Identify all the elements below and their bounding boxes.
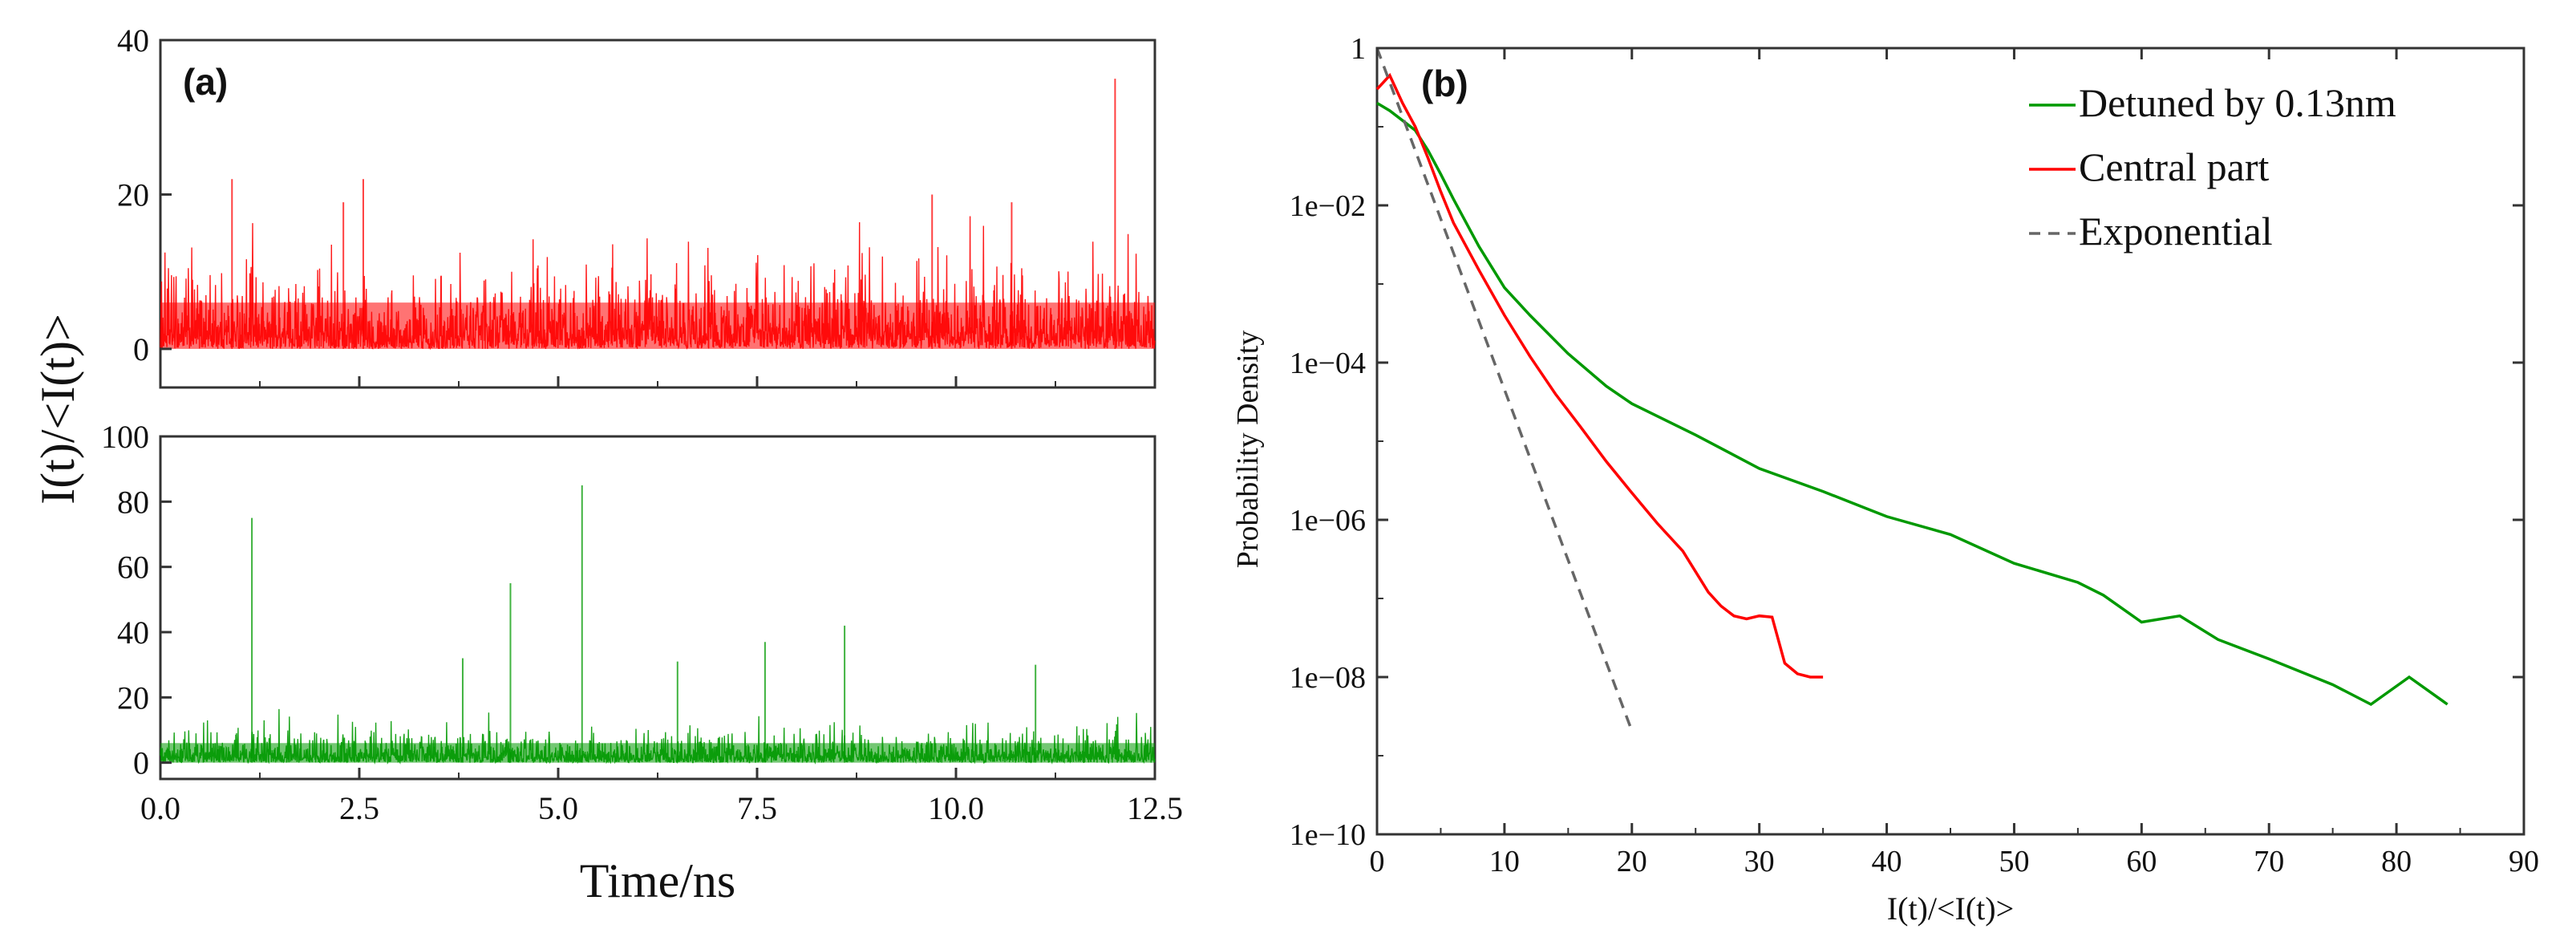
b-x-tick-label-7: 70 xyxy=(2254,845,2284,878)
x-tick-label-5: 12.5 xyxy=(1127,790,1183,826)
panel-a-bottom-series xyxy=(160,485,1156,765)
y-tick-label-a-top-2: 40 xyxy=(117,22,149,59)
y-tick-label-a-bottom-3: 60 xyxy=(117,550,149,586)
panel-b-y-ticks: 1 1e−02 1e−04 1e−06 1e−08 1e−10 xyxy=(1290,32,2524,852)
panel-a-top-y-ticks: 0 20 40 xyxy=(117,22,172,367)
panel-b-label: (b) xyxy=(1421,63,1468,104)
panel-a-top-series xyxy=(160,79,1156,351)
panel-a: 0 20 40 (a) 0 20 40 60 80 100 0.0 2.5 5.0 7.5 10.0 1… xyxy=(31,22,1183,907)
panel-a-bottom-subplot: 0 20 40 60 80 100 0.0 2.5 5.0 7.5 10.0 12.5 xyxy=(101,419,1183,826)
series-a-top-band xyxy=(160,302,1155,349)
x-tick-label-3: 7.5 xyxy=(737,790,777,826)
series-a-bottom-band xyxy=(160,743,1155,763)
panel-a-x-axis-label: Time/ns xyxy=(580,854,736,907)
y-tick-label-a-top-0: 0 xyxy=(133,331,149,367)
y-tick-label-a-bottom-5: 100 xyxy=(101,419,149,455)
panel-b-legend: Detuned by 0.13nm Central part Exponential xyxy=(2029,80,2396,254)
b-x-tick-label-6: 60 xyxy=(2126,845,2157,878)
b-y-tick-label-5: 1e−10 xyxy=(1290,818,1366,852)
panel-b-frame xyxy=(1375,47,2525,836)
y-tick-label-a-bottom-4: 80 xyxy=(117,484,149,520)
panel-a-top-x-ticks xyxy=(159,376,1156,387)
b-x-tick-label-2: 20 xyxy=(1617,845,1647,878)
series-line-exponential xyxy=(1375,47,1634,732)
panel-a-top-subplot: 0 20 40 (a) xyxy=(117,22,1156,389)
b-y-tick-label-2: 1e−04 xyxy=(1290,347,1366,380)
legend-label-1: Central part xyxy=(2079,144,2270,189)
x-tick-label-0: 0.0 xyxy=(140,790,180,826)
y-tick-label-a-bottom-0: 0 xyxy=(133,745,149,781)
panel-b-y-axis-label: Probability Density xyxy=(1231,331,1265,569)
b-x-tick-label-1: 10 xyxy=(1489,845,1520,878)
x-tick-label-1: 2.5 xyxy=(339,790,379,826)
y-tick-label-a-bottom-2: 40 xyxy=(117,615,149,651)
series-line-detuned-by-0-13nm xyxy=(1376,101,2448,707)
series-line-central-part xyxy=(1375,72,1824,679)
panel-b-x-ticks: 0 10 20 30 40 50 60 70 80 90 xyxy=(1370,48,2539,878)
panel-a-label: (a) xyxy=(183,61,228,103)
panel-a-bottom-x-ticks: 0.0 2.5 5.0 7.5 10.0 12.5 xyxy=(140,768,1183,826)
legend-label-2: Exponential xyxy=(2079,209,2273,254)
b-x-tick-label-9: 90 xyxy=(2509,845,2539,878)
panel-a-bottom-y-ticks: 0 20 40 60 80 100 xyxy=(101,419,172,781)
b-x-tick-label-4: 40 xyxy=(1872,845,1902,878)
panel-a-bottom-frame xyxy=(159,435,1156,781)
b-y-tick-label-4: 1e−08 xyxy=(1290,661,1366,695)
y-tick-label-a-top-1: 20 xyxy=(117,176,149,213)
panel-b: 1 1e−02 1e−04 1e−06 1e−08 1e−10 0 10 20 30 40 50 60… xyxy=(1231,32,2539,927)
panel-b-series xyxy=(1375,47,2448,732)
legend-label-0: Detuned by 0.13nm xyxy=(2079,80,2396,125)
b-x-tick-label-5: 50 xyxy=(1999,845,2029,878)
x-tick-label-2: 5.0 xyxy=(538,790,578,826)
b-x-tick-label-8: 80 xyxy=(2381,845,2412,878)
x-tick-label-4: 10.0 xyxy=(928,790,984,826)
panel-a-y-axis-label: I(t)/<I(t)> xyxy=(31,314,84,505)
y-tick-label-a-bottom-1: 20 xyxy=(117,679,149,716)
b-y-tick-label-3: 1e−06 xyxy=(1290,504,1366,537)
b-y-tick-label-0: 1 xyxy=(1351,32,1366,66)
panel-b-x-axis-label: I(t)/<I(t)> xyxy=(1887,890,2014,927)
b-x-tick-label-0: 0 xyxy=(1370,845,1385,878)
b-y-tick-label-1: 1e−02 xyxy=(1290,189,1366,223)
b-x-tick-label-3: 30 xyxy=(1744,845,1775,878)
